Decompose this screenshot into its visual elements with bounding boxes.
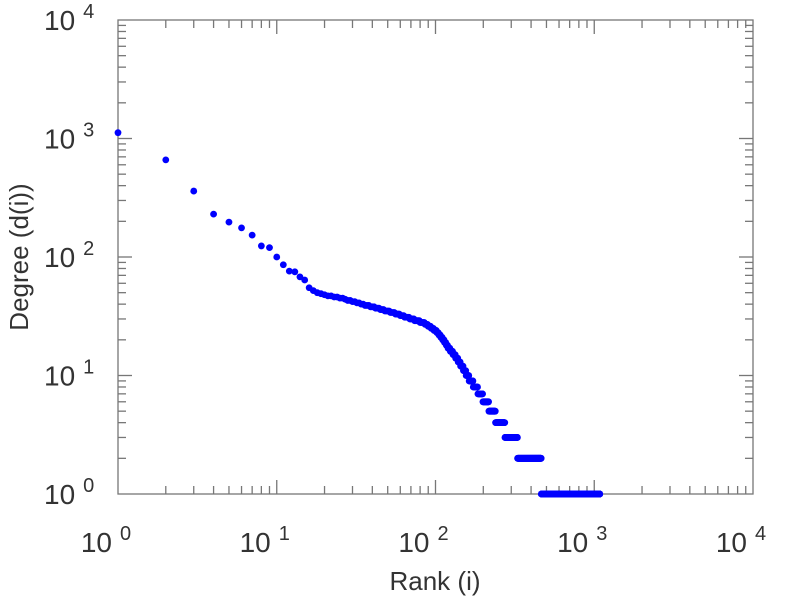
- y-tick-label: 10 0: [44, 475, 94, 510]
- data-point: [266, 244, 273, 252]
- x-tick-labels: 10 0 10 1 10 2 10 3 10 4: [81, 523, 766, 558]
- data-point: [257, 242, 265, 250]
- y-tick-label: 10 4: [44, 1, 94, 36]
- data-point: [301, 276, 309, 284]
- data-point: [485, 398, 492, 406]
- data-point: [469, 377, 477, 385]
- data-point: [465, 372, 473, 379]
- data-points: [114, 129, 604, 498]
- data-point: [537, 454, 545, 462]
- y-axis-label: Degree (d(i)): [4, 183, 34, 330]
- y-tick-label: 10 1: [44, 357, 94, 392]
- x-tick-exponent: 2: [438, 523, 449, 545]
- data-point: [291, 268, 299, 276]
- data-point: [479, 390, 486, 398]
- x-tick-label: 10 4: [716, 523, 766, 558]
- y-tick-label: 10 3: [44, 120, 94, 155]
- data-point: [190, 187, 198, 195]
- x-tick-label: 10 1: [240, 523, 290, 558]
- x-tick-label: 10 2: [398, 523, 448, 558]
- data-point: [501, 419, 509, 427]
- x-tick-label: 10 0: [81, 523, 131, 558]
- y-tick-exponent: 4: [83, 1, 94, 23]
- data-point: [238, 224, 245, 232]
- data-point: [273, 253, 281, 261]
- data-point: [279, 261, 287, 269]
- data-point: [491, 407, 499, 415]
- data-point: [162, 156, 170, 164]
- x-tick-exponent: 3: [596, 523, 607, 545]
- x-tick-exponent: 1: [279, 523, 290, 545]
- data-point: [285, 267, 293, 275]
- x-tick-exponent: 4: [755, 523, 766, 545]
- data-point: [248, 231, 256, 239]
- data-point: [596, 490, 604, 498]
- y-tick-exponent: 1: [83, 357, 94, 379]
- plot-frame: [117, 19, 754, 495]
- data-point: [114, 129, 122, 137]
- x-tick-label: 10 3: [557, 523, 607, 558]
- data-point: [474, 383, 481, 391]
- y-tick-label: 10 2: [44, 238, 94, 273]
- data-point: [210, 210, 217, 218]
- data-point: [513, 434, 521, 441]
- y-tick-exponent: 3: [83, 120, 94, 142]
- y-tick-exponent: 2: [83, 238, 94, 260]
- axis-ticks: [118, 20, 753, 494]
- y-tick-exponent: 0: [83, 475, 94, 497]
- x-axis-label: Rank (i): [389, 566, 480, 596]
- x-tick-exponent: 0: [120, 523, 131, 545]
- data-point: [225, 218, 233, 226]
